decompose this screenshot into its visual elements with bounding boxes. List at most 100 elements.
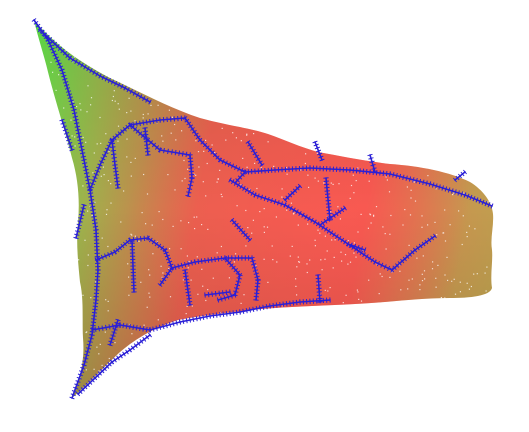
surface-speck (360, 300, 363, 302)
surface-speck (473, 273, 475, 275)
surface-speck (205, 299, 207, 302)
surface-speck (100, 175, 102, 177)
surface-speck (414, 200, 417, 202)
surface-speck (474, 228, 476, 230)
surface-speck (182, 279, 184, 281)
surface-speck (96, 346, 98, 348)
surface-speck (181, 130, 183, 132)
surface-speck (339, 218, 341, 220)
surface-speck (454, 293, 457, 295)
surface-speck (71, 135, 73, 137)
surface-speck (202, 181, 204, 183)
surface-speck (249, 188, 251, 190)
surface-speck (298, 261, 301, 263)
surface-speck (286, 209, 288, 211)
surface-speck (289, 255, 291, 257)
surface-speck (432, 261, 434, 263)
surface-speck (207, 289, 209, 291)
surface-speck (399, 270, 401, 272)
surface-speck (236, 205, 238, 207)
surface-speck (107, 310, 109, 312)
surface-speck (160, 265, 162, 267)
surface-speck (138, 240, 140, 242)
surface-speck (453, 192, 455, 194)
surface-speck (349, 261, 352, 263)
surface-speck (214, 152, 216, 154)
surface-speck (90, 297, 92, 299)
surface-speck (406, 186, 408, 188)
surface-speck (451, 280, 453, 282)
surface-speck (334, 239, 336, 241)
surface-mesh (34, 20, 494, 398)
surface-speck (326, 250, 328, 252)
surface-speck (298, 261, 300, 263)
surface-speck (321, 269, 323, 271)
surface-speck (196, 256, 198, 258)
surface-speck (369, 214, 372, 216)
surface-speck (369, 213, 371, 215)
surface-speck (459, 291, 461, 293)
surface-speck (111, 99, 113, 102)
surface-speck (263, 231, 265, 233)
surface-speck (220, 193, 222, 195)
surface-speck (87, 85, 89, 87)
surface-speck (147, 113, 149, 115)
surface-speck (161, 135, 163, 137)
surface-speck (332, 183, 334, 185)
surface-speck (99, 116, 101, 119)
surface-speck (205, 139, 207, 141)
surface-speck (195, 174, 197, 176)
surface-speck (101, 364, 103, 366)
surface-speck (79, 103, 81, 105)
surface-speck (240, 302, 242, 304)
surface-speck (113, 90, 115, 92)
surface-speck (143, 324, 145, 326)
surface-speck (211, 144, 213, 146)
surface-speck (305, 153, 307, 155)
surface-speck (370, 222, 372, 224)
surface-speck (245, 245, 247, 247)
surface-speck (263, 226, 265, 228)
surface-speck (419, 284, 421, 286)
surface-speck (71, 61, 74, 63)
surface-speck (169, 248, 171, 250)
surface-speck (267, 141, 269, 143)
surface-speck (240, 184, 242, 186)
surface-speck (342, 302, 344, 304)
surface-speck (72, 101, 74, 103)
surface-speck (273, 165, 275, 167)
surface-speck (50, 61, 52, 63)
surface-speck (275, 216, 277, 218)
left-edge-spur-a (61, 119, 73, 151)
surface-speck (216, 252, 218, 254)
surface-speck (355, 256, 357, 258)
surface-speck (149, 296, 151, 298)
surface-speck (174, 123, 176, 126)
surface-speck (296, 294, 298, 296)
surface-speck (55, 89, 57, 91)
surface-speck (112, 95, 114, 98)
surface-speck (295, 278, 297, 280)
surface-speck (314, 239, 316, 241)
surface-speck (466, 236, 468, 238)
surface-speck (82, 136, 84, 139)
surface-speck (205, 195, 207, 197)
surface-speck (434, 221, 436, 223)
surface-speck (202, 285, 204, 287)
surface-speck (324, 258, 326, 260)
surface-speck (424, 278, 426, 280)
surface-speck (295, 285, 297, 287)
surface-speck (385, 176, 387, 178)
surface-speck (130, 110, 132, 112)
surface-speck (435, 188, 437, 190)
surface-speck (101, 237, 103, 239)
surface-speck (157, 104, 159, 106)
surface-speck (84, 239, 86, 241)
surface-speck (70, 119, 72, 121)
surface-speck (391, 271, 393, 273)
surface-speck (436, 234, 438, 236)
surface-speck (168, 268, 170, 270)
surface-speck (180, 220, 182, 222)
surface-speck (76, 106, 78, 108)
